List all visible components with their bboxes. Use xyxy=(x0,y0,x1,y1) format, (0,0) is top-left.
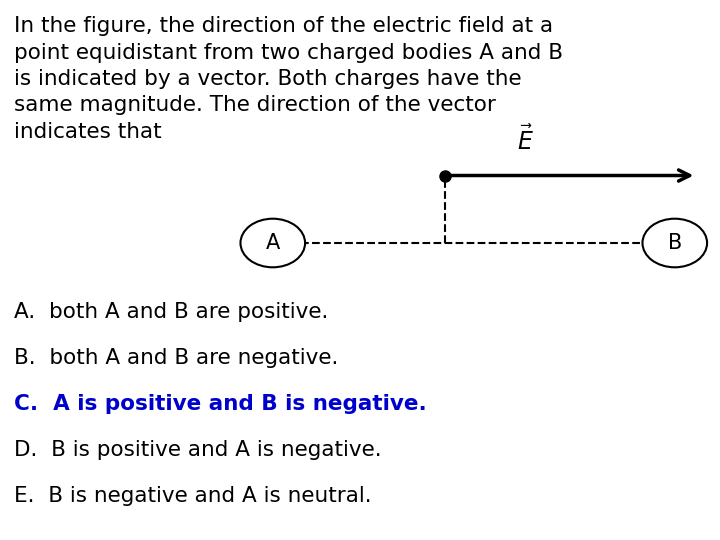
Text: A.  both A and B are positive.: A. both A and B are positive. xyxy=(14,302,329,322)
Text: D.  B is positive and A is negative.: D. B is positive and A is negative. xyxy=(14,440,382,460)
Text: B.  both A and B are negative.: B. both A and B are negative. xyxy=(14,348,338,368)
Text: E.  B is negative and A is neutral.: E. B is negative and A is neutral. xyxy=(14,486,372,506)
Text: B: B xyxy=(667,233,682,253)
Text: A: A xyxy=(266,233,280,253)
Circle shape xyxy=(642,219,707,267)
Text: $\vec{E}$: $\vec{E}$ xyxy=(517,125,534,156)
Text: C.  A is positive and B is negative.: C. A is positive and B is negative. xyxy=(14,394,427,414)
Text: In the figure, the direction of the electric field at a
point equidistant from t: In the figure, the direction of the elec… xyxy=(14,16,563,142)
Circle shape xyxy=(240,219,305,267)
